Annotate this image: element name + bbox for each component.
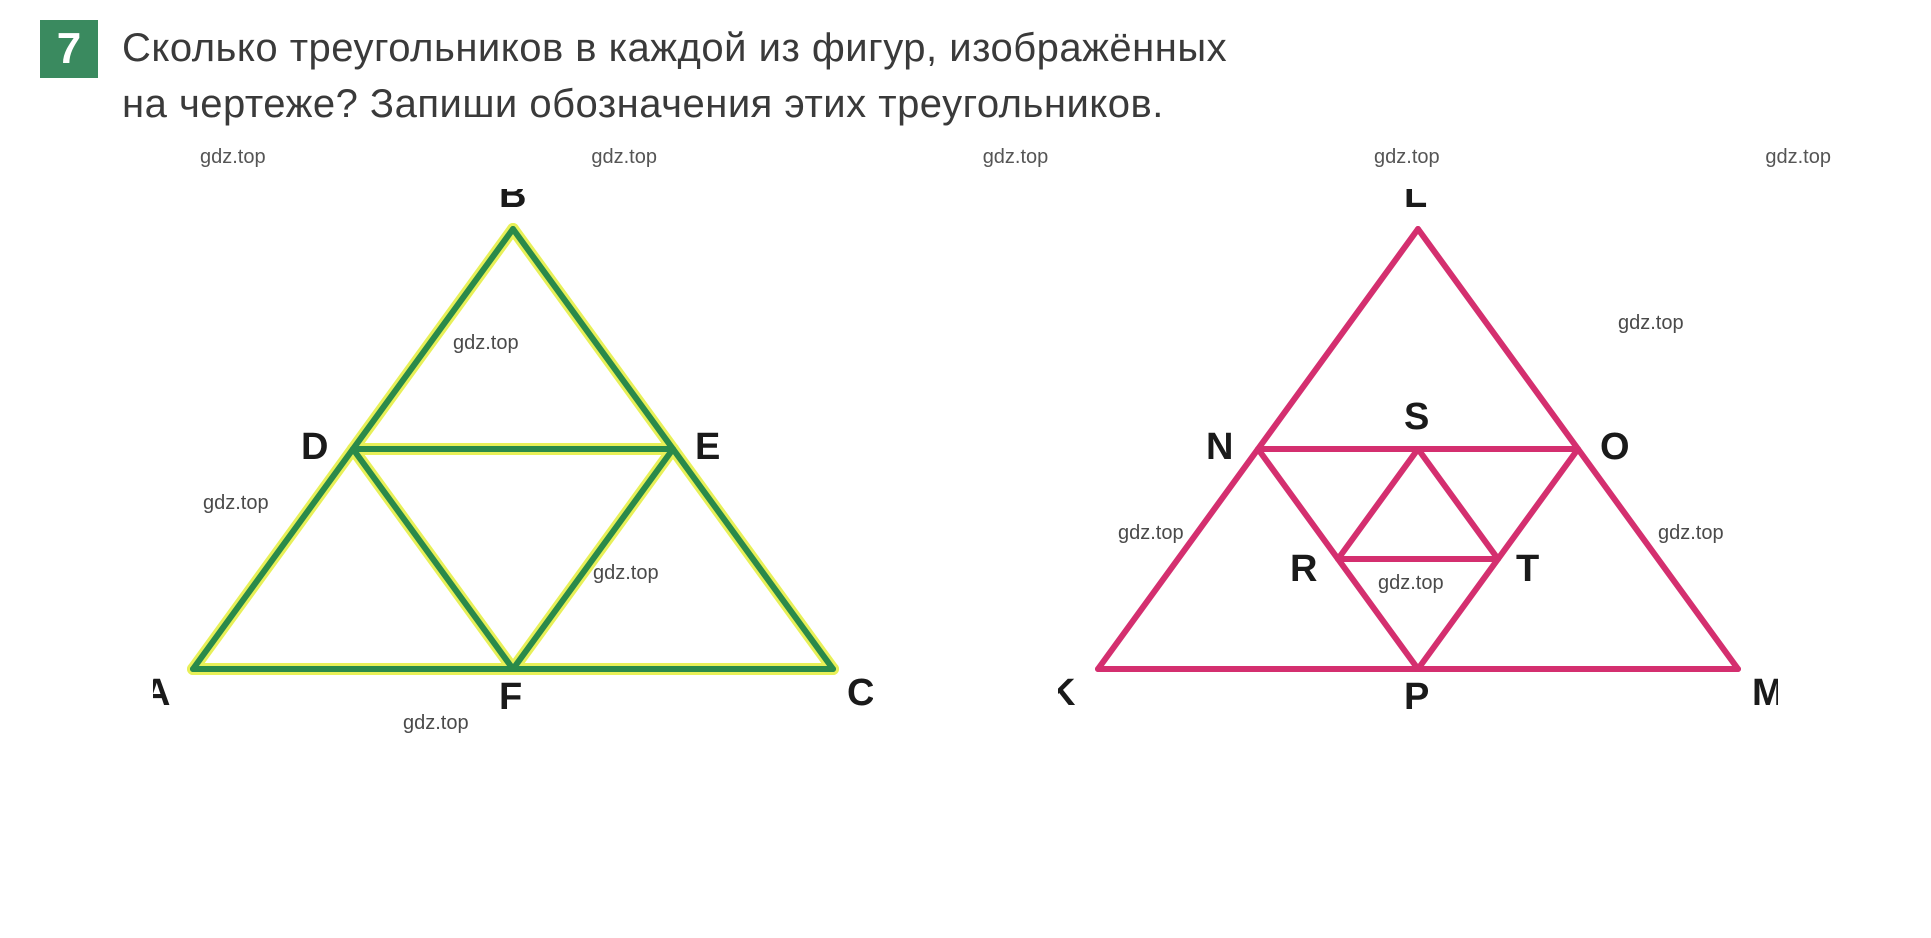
problem-text-line1: Сколько треугольников в каждой из фигур,… [122,26,1227,70]
svg-text:R: R [1290,548,1317,590]
problem-header: 7 Сколько треугольников в каждой из фигу… [40,20,1891,132]
triangle-diagram-1: A B C D E Fgdz.top gdz.top gdz.top gdz.top [153,189,873,789]
svg-text:gdz.top: gdz.top [1658,522,1724,544]
svg-text:gdz.top: gdz.top [453,332,519,354]
svg-text:gdz.top: gdz.top [203,492,269,514]
figures-container: A B C D E Fgdz.top gdz.top gdz.top gdz.top K L M N O… [40,189,1891,794]
svg-text:P: P [1404,676,1429,718]
svg-text:gdz.top: gdz.top [403,712,469,734]
svg-text:O: O [1600,426,1630,468]
svg-text:L: L [1404,189,1427,216]
problem-number: 7 [57,27,81,71]
svg-text:B: B [499,189,526,216]
watermark: gdz.top [983,146,1049,169]
svg-text:K: K [1058,672,1076,714]
svg-text:F: F [499,676,522,718]
svg-text:S: S [1404,396,1429,438]
svg-text:E: E [695,426,720,468]
watermark: gdz.top [1374,146,1440,169]
problem-text-line2: на чертеже? Запиши обозначения этих треу… [122,82,1164,126]
figure-2: K L M N O P S R Tgdz.top gdz.top gdz.top gdz.top [1058,189,1778,794]
problem-number-box: 7 [40,20,98,78]
watermark-row-top: gdz.top gdz.top gdz.top gdz.top gdz.top [40,146,1891,179]
watermark: gdz.top [591,146,657,169]
watermark: gdz.top [1765,146,1831,169]
problem-text: Сколько треугольников в каждой из фигур,… [122,20,1227,132]
figure-1: A B C D E Fgdz.top gdz.top gdz.top gdz.top [153,189,873,794]
svg-text:A: A [153,672,170,714]
watermark: gdz.top [200,146,266,169]
svg-text:N: N [1206,426,1233,468]
svg-text:gdz.top: gdz.top [1378,572,1444,594]
svg-text:D: D [301,426,328,468]
svg-text:gdz.top: gdz.top [1118,522,1184,544]
svg-text:M: M [1752,672,1778,714]
svg-text:T: T [1516,548,1539,590]
svg-text:C: C [847,672,873,714]
svg-text:gdz.top: gdz.top [593,562,659,584]
triangle-diagram-2: K L M N O P S R Tgdz.top gdz.top gdz.top gdz.top [1058,189,1778,789]
svg-text:gdz.top: gdz.top [1618,312,1684,334]
